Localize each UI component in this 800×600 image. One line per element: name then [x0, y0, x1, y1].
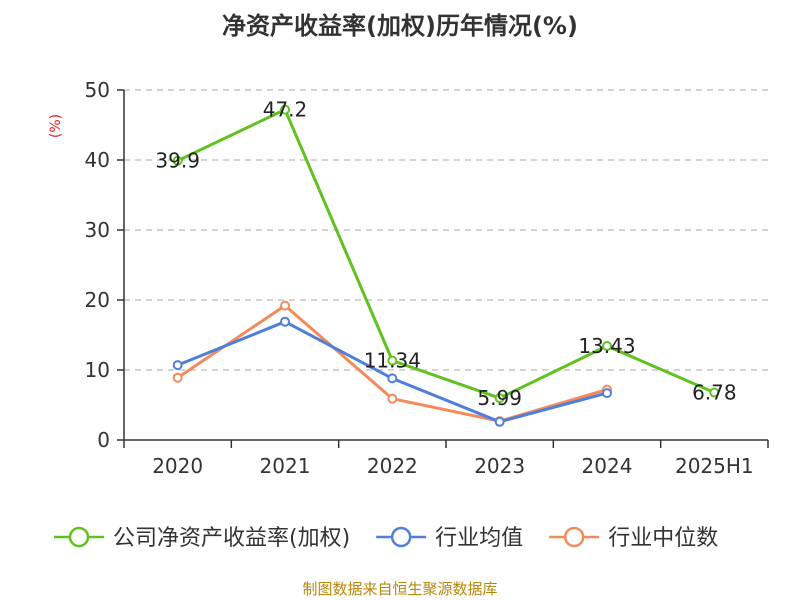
legend-item-2[interactable]: 行业中位数 [549, 526, 718, 551]
y-tick-label: 40 [85, 148, 110, 172]
legend-marker-icon [563, 526, 585, 548]
data-label: 6.78 [692, 381, 737, 405]
axes: 0 10 20 30 40 50 2020 2021 2022 2023 2024 2025H1 [85, 78, 769, 478]
data-point [280, 300, 290, 311]
legend-label: 行业中位数 [608, 526, 718, 551]
legend-item-1[interactable]: 行业均值 [376, 526, 523, 551]
legend[interactable]: 公司净资产收益率(加权) 行业均值 行业中位数 [54, 526, 718, 551]
x-tick-label: 2021 [260, 454, 311, 478]
y-tick-label: 20 [85, 288, 110, 312]
series-line-0 [177, 108, 715, 400]
chart-title: 净资产收益率(加权)历年情况(%) [222, 12, 578, 40]
data-point [387, 355, 398, 366]
data-point [280, 316, 290, 327]
data-point [172, 372, 183, 383]
y-tick-label: 0 [97, 428, 110, 452]
series-lines [172, 104, 720, 427]
y-tick-label: 50 [85, 78, 110, 102]
data-point [602, 388, 612, 399]
y-tick-label: 10 [85, 358, 110, 382]
x-tick-label: 2022 [367, 454, 418, 478]
x-tick-label: 2020 [152, 454, 203, 478]
grid-lines [124, 89, 768, 371]
data-point [172, 155, 183, 166]
data-point [602, 340, 612, 351]
data-label: 39.9 [155, 149, 200, 173]
legend-marker-icon [390, 526, 412, 548]
data-point [172, 360, 183, 371]
data-labels: 39.9 47.2 11.34 5.99 13.43 6.78 [155, 98, 736, 410]
data-point [494, 416, 505, 427]
legend-item-0[interactable]: 公司净资产收益率(加权) [54, 526, 350, 551]
legend-label: 行业均值 [435, 526, 523, 551]
data-point [387, 393, 398, 404]
legend-label: 公司净资产收益率(加权) [113, 526, 350, 551]
x-tick-label: 2023 [474, 454, 525, 478]
x-tick-label: 2025H1 [675, 454, 754, 478]
data-label: 5.99 [477, 386, 522, 410]
data-label: 47.2 [263, 98, 308, 122]
data-point [280, 104, 290, 115]
legend-marker-icon [68, 526, 90, 548]
data-label: 11.34 [364, 349, 421, 373]
data-point [494, 393, 505, 404]
data-point [387, 373, 398, 384]
x-tick-label: 2024 [582, 454, 633, 478]
data-label: 13.43 [578, 334, 635, 358]
y-tick-label: 30 [85, 218, 110, 242]
y-axis-label: (%) [48, 114, 64, 138]
data-point [709, 387, 720, 398]
data-source-note: 制图数据来自恒生聚源数据库 [302, 580, 497, 598]
